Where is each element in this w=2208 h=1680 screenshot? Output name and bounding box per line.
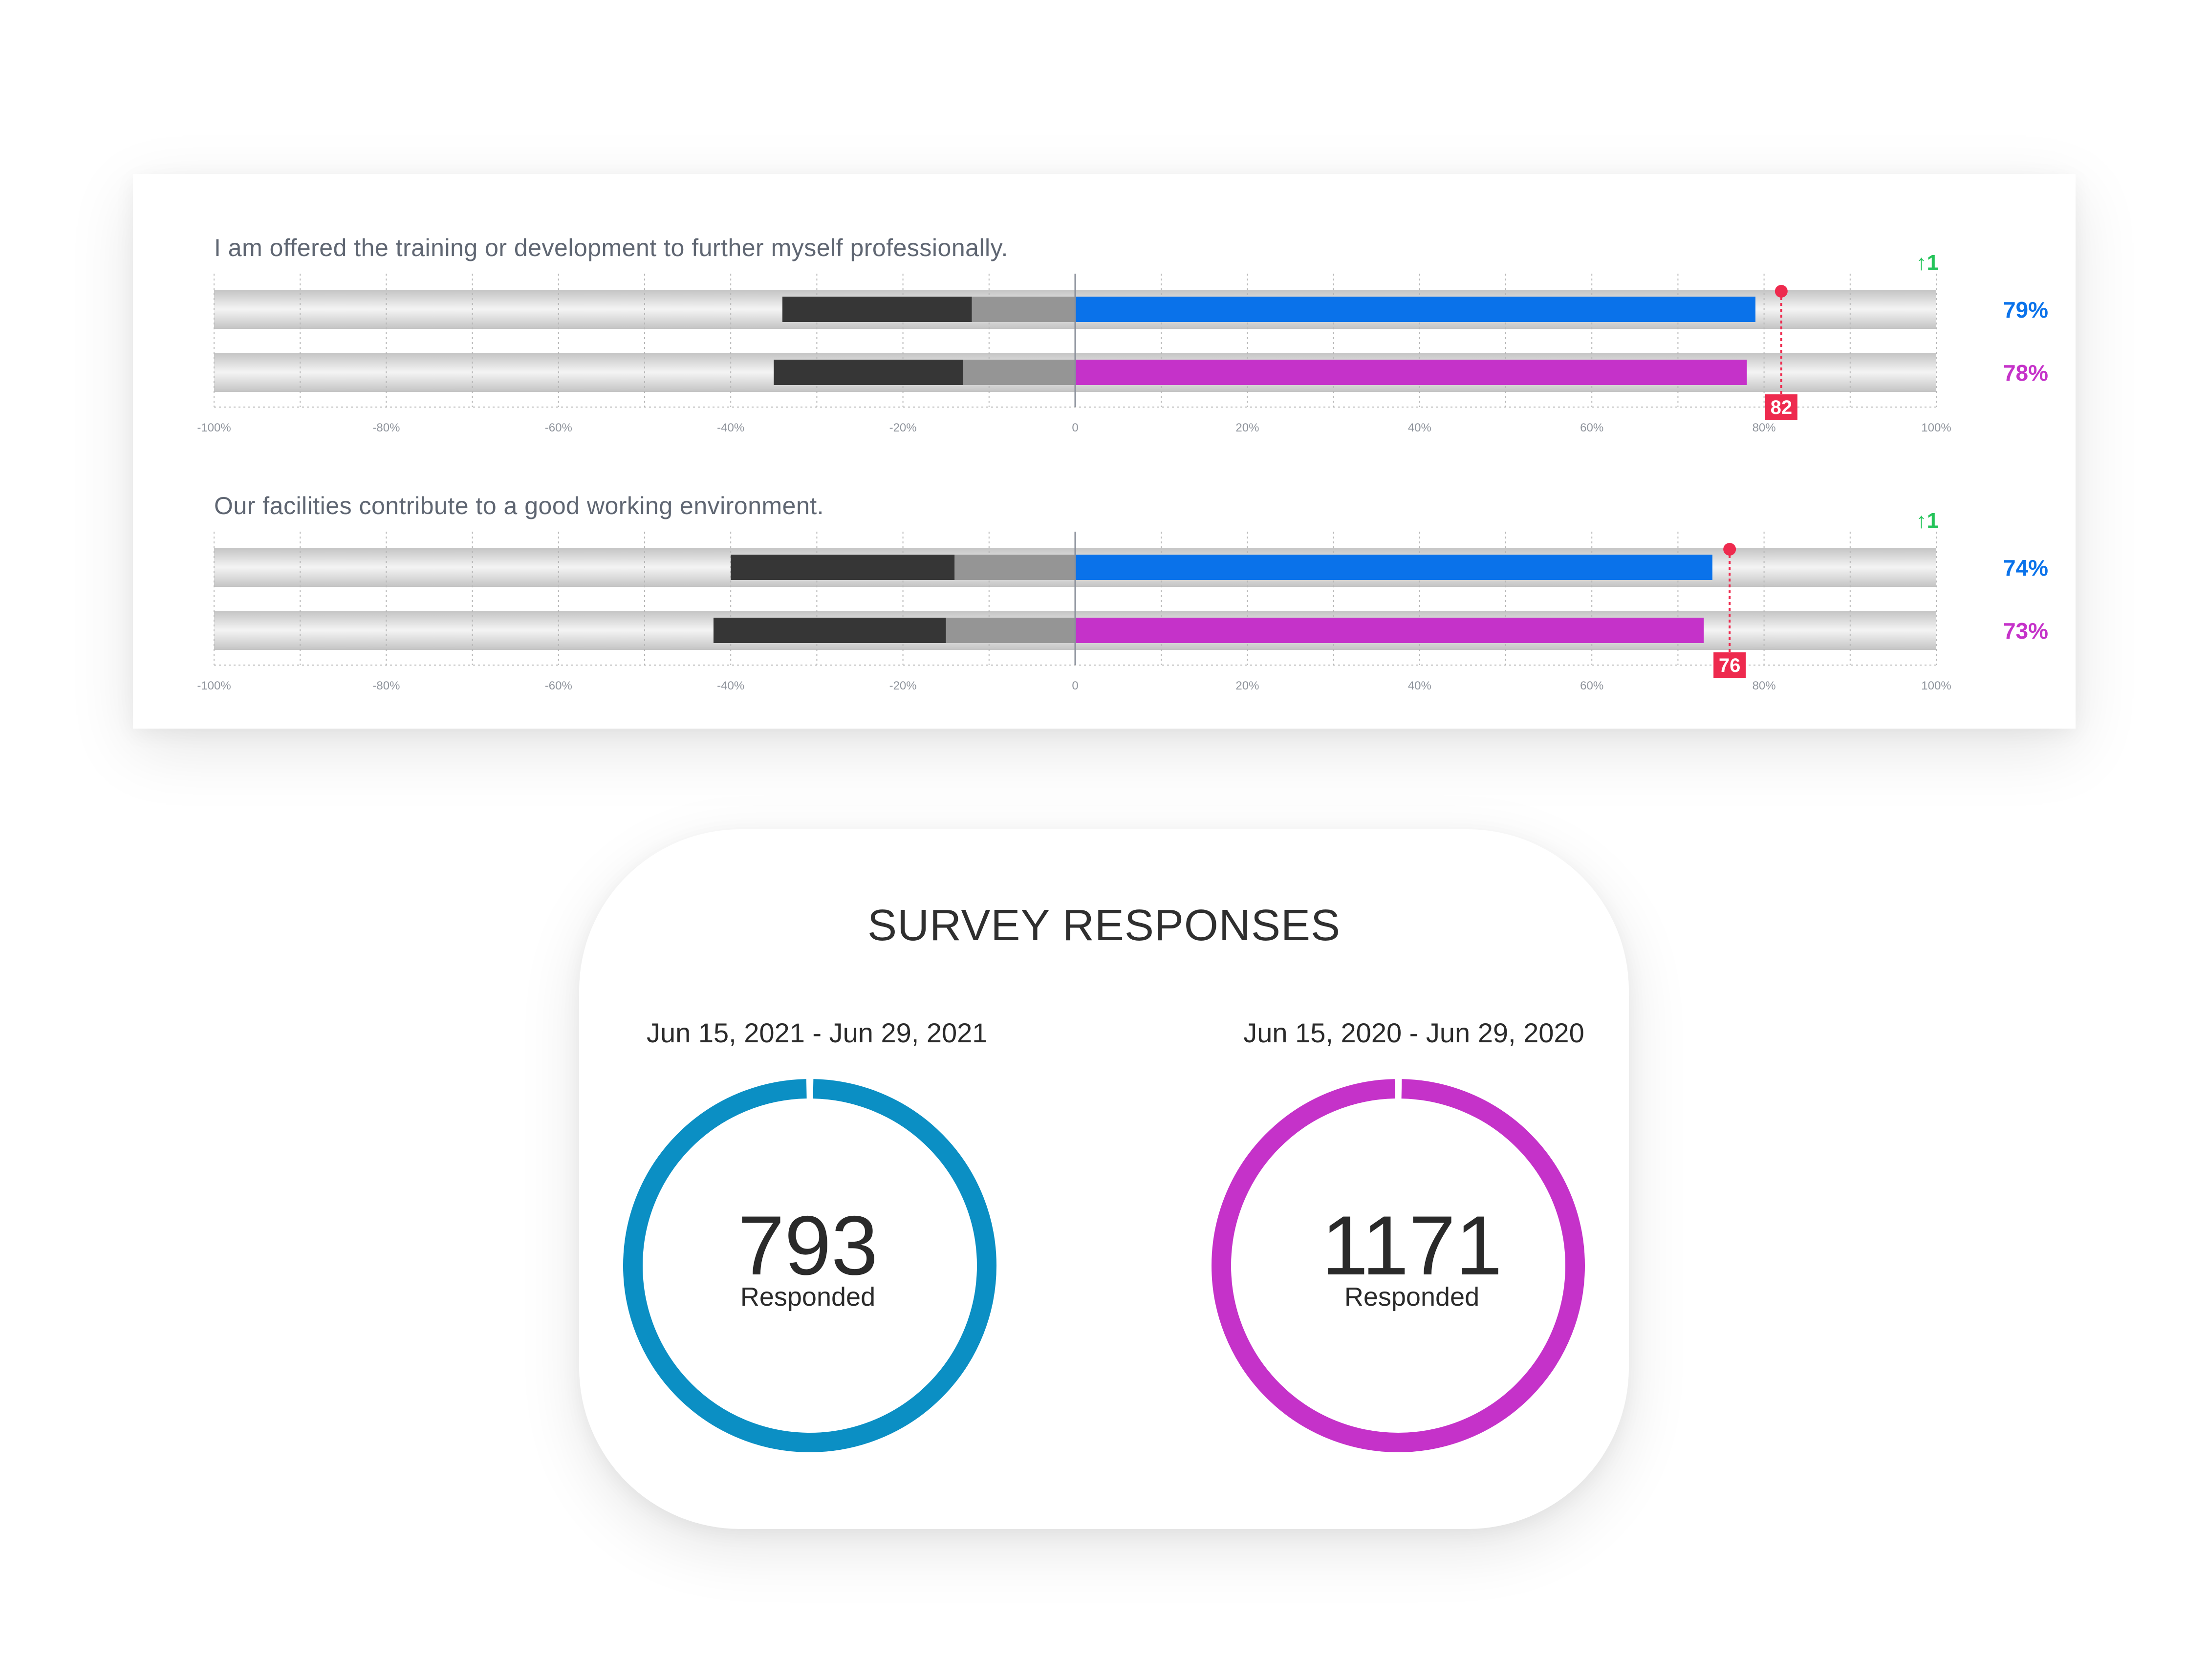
axis-tick-label: 0 — [1072, 421, 1078, 434]
axis-tick-label: -60% — [545, 421, 572, 434]
response-ring-current — [623, 1079, 996, 1452]
question-text: Our facilities contribute to a good work… — [214, 492, 824, 519]
axis-tick-label: 40% — [1408, 679, 1431, 692]
period-range-current: Jun 15, 2021 - Jun 29, 2021 — [647, 1017, 988, 1048]
axis-tick-label: -80% — [372, 679, 400, 692]
bar-value-label: 79% — [2003, 297, 2048, 323]
axis-tick-label: -100% — [197, 421, 231, 434]
bar-negative-mild — [946, 618, 1075, 643]
axis-tick-label: 0 — [1072, 679, 1078, 692]
axis-tick-label: -20% — [889, 679, 917, 692]
axis-tick-label: 60% — [1580, 679, 1603, 692]
benchmark-chart: I am offered the training or development… — [197, 234, 2048, 692]
response-count-previous: 1171 — [1321, 1199, 1502, 1292]
survey-rings — [623, 1079, 1585, 1452]
bar-value-label: 74% — [2003, 555, 2048, 581]
benchmark-dot — [1775, 285, 1788, 298]
axis-tick-label: 20% — [1235, 679, 1259, 692]
bar-negative-strong — [731, 555, 955, 580]
benchmark-badge — [1713, 652, 1746, 678]
response-count-current: 793 — [737, 1199, 878, 1292]
axis-tick-label: -40% — [717, 421, 744, 434]
response-ring-previous — [1212, 1079, 1585, 1452]
axis-tick-label: -20% — [889, 421, 917, 434]
axis-tick-label: -100% — [197, 679, 231, 692]
bar-negative-mild — [972, 297, 1075, 322]
survey-title: SURVEY RESPONSES — [867, 901, 1341, 950]
bar-positive — [1075, 555, 1712, 580]
axis-tick-label: -60% — [545, 679, 572, 692]
axis-tick-label: 100% — [1921, 421, 1951, 434]
change-indicator: ↑1 — [1916, 509, 1939, 533]
bar-positive — [1075, 618, 1704, 643]
responded-label-current: Responded — [740, 1282, 876, 1312]
survey-responses-card: SURVEY RESPONSES Jun 15, 2021 - Jun 29, … — [579, 829, 1629, 1529]
responded-label-previous: Responded — [1344, 1282, 1480, 1312]
axis-tick-label: 60% — [1580, 421, 1603, 434]
axis-tick-label: 100% — [1921, 679, 1951, 692]
benchmark-dot — [1723, 543, 1736, 556]
question-text: I am offered the training or development… — [214, 234, 1008, 261]
bar-negative-strong — [713, 618, 946, 643]
bar-negative-mild — [963, 360, 1075, 385]
period-range-previous: Jun 15, 2020 - Jun 29, 2020 — [1243, 1017, 1584, 1048]
bar-positive — [1075, 360, 1747, 385]
benchmark-value: 76 — [1719, 655, 1741, 676]
question-block-1: I am offered the training or development… — [197, 234, 2048, 434]
axis-tick-label: 40% — [1408, 421, 1431, 434]
bar-value-label: 73% — [2003, 618, 2048, 644]
axis-tick-label: -40% — [717, 679, 744, 692]
benchmark-card: I am offered the training or development… — [133, 174, 2076, 729]
axis-tick-label: 80% — [1753, 679, 1776, 692]
change-indicator: ↑1 — [1916, 251, 1939, 275]
bar-positive — [1075, 297, 1755, 322]
bar-negative-mild — [954, 555, 1075, 580]
axis-tick-label: 80% — [1753, 421, 1776, 434]
bar-negative-strong — [774, 360, 963, 385]
axis-tick-label: -80% — [372, 421, 400, 434]
question-block-2: Our facilities contribute to a good work… — [197, 492, 2048, 692]
bar-negative-strong — [782, 297, 972, 322]
benchmark-badge — [1765, 394, 1797, 420]
axis-tick-label: 20% — [1235, 421, 1259, 434]
bar-value-label: 78% — [2003, 360, 2048, 386]
benchmark-value: 82 — [1771, 397, 1793, 418]
